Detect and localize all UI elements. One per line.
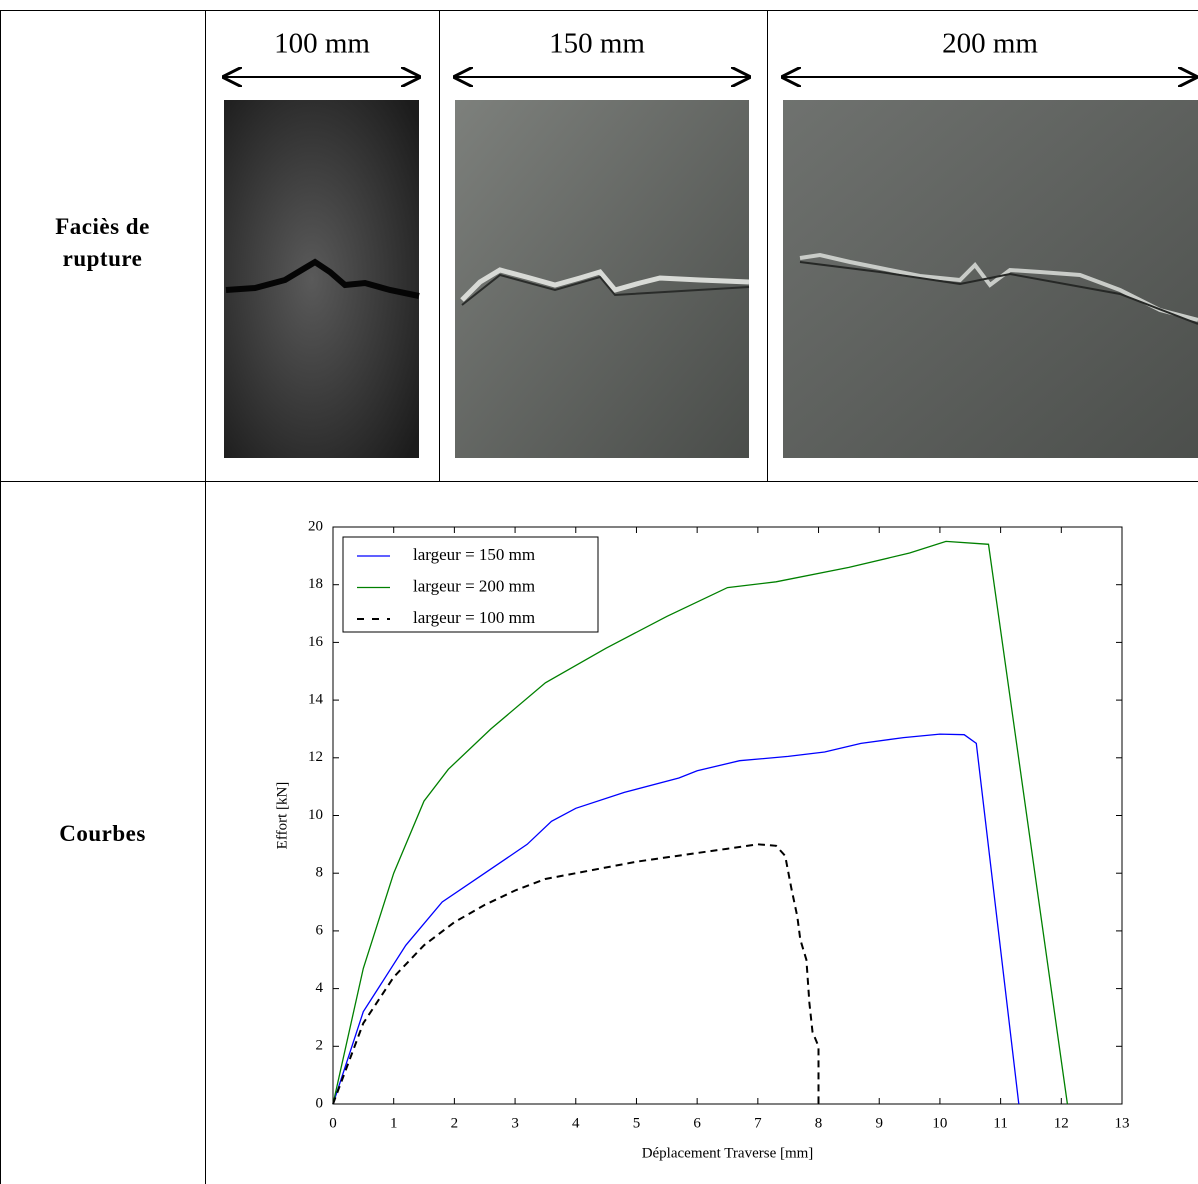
table-grid (0, 10, 1198, 1184)
y-tick-label: 0 (316, 1095, 324, 1111)
x-tick-label: 1 (390, 1115, 398, 1131)
y-tick-label: 14 (308, 692, 324, 708)
x-tick-label: 6 (693, 1115, 701, 1131)
x-axis-title: Déplacement Traverse [mm] (642, 1145, 814, 1161)
data-line (332, 733, 1020, 1105)
y-tick-label: 16 (308, 634, 324, 650)
y-tick-label: 4 (316, 980, 324, 996)
x-tick-label: 4 (572, 1115, 580, 1131)
x-tick-label: 13 (1115, 1115, 1130, 1131)
legend-label: largeur = 150 mm (413, 545, 535, 564)
data-line (332, 540, 1069, 1105)
column-header: 200 mm (942, 28, 1038, 60)
x-tick-label: 12 (1054, 1115, 1069, 1131)
photo (783, 100, 1198, 458)
y-tick-label: 12 (308, 749, 323, 765)
x-tick-label: 10 (932, 1115, 947, 1131)
legend: largeur = 150 mm largeur = 200 mm largeur … (342, 536, 599, 633)
column-header: 150 mm (549, 28, 645, 60)
column-header: 100 mm (274, 28, 370, 60)
legend-label: largeur = 100 mm (413, 608, 535, 627)
x-tick-label: 2 (451, 1115, 459, 1131)
y-tick-label: 10 (308, 807, 323, 823)
legend-box (342, 536, 599, 633)
y-tick-label: 20 (308, 518, 323, 534)
data-line (332, 843, 820, 1105)
x-tick-label: 0 (329, 1115, 337, 1131)
legend-label: largeur = 200 mm (413, 576, 535, 595)
row-label: Courbes (59, 821, 146, 846)
y-tick-label: 2 (316, 1038, 324, 1054)
photo (224, 100, 420, 458)
y-tick-label: 8 (316, 865, 324, 881)
x-tick-label: 11 (993, 1115, 1007, 1131)
y-axis-title: Effort [kN] (274, 782, 290, 850)
x-tick-label: 7 (754, 1115, 762, 1131)
x-tick-label: 3 (511, 1115, 519, 1131)
row-label: Faciès de rupture (55, 214, 150, 271)
x-tick-label: 8 (815, 1115, 823, 1131)
y-tick-label: 18 (308, 576, 323, 592)
y-tick-label: 6 (316, 922, 324, 938)
x-tick-label: 5 (633, 1115, 641, 1131)
photo (455, 100, 750, 458)
x-tick-label: 9 (875, 1115, 883, 1131)
